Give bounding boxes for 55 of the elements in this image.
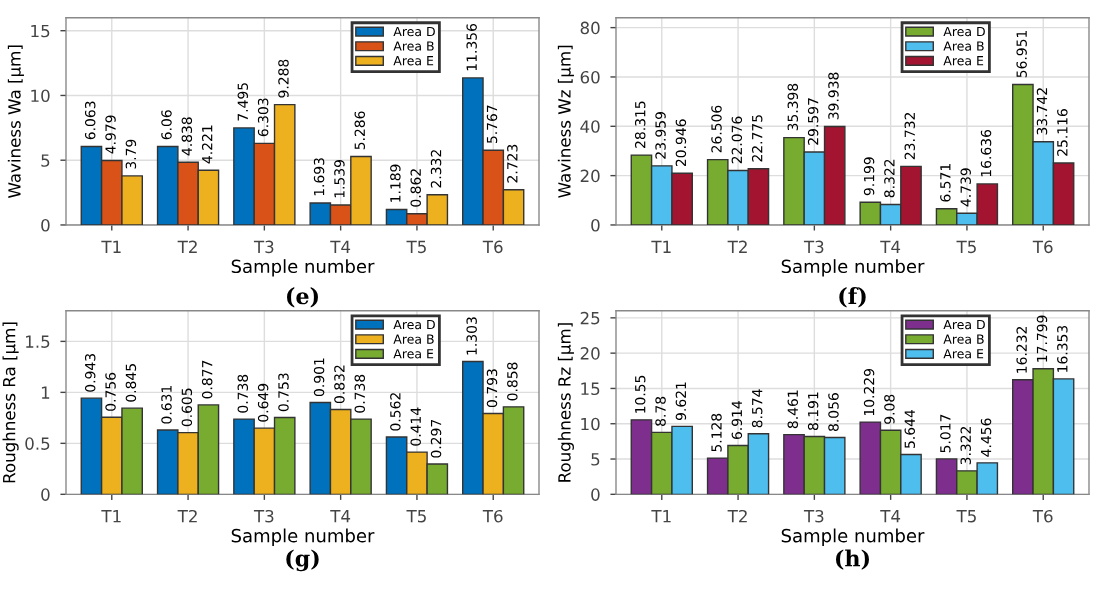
x-tick-label: T6 [482,240,503,254]
y-tick-label: 20 [580,347,600,360]
y-axis-title: Roughness Ra [μm] [2,322,19,483]
x-tick-label: T1 [651,510,671,523]
x-tick-label: T3 [253,240,274,254]
y-tick-label: 5 [41,154,50,167]
y-tick-label: 15 [581,382,600,396]
x-tick-label: T2 [177,509,197,523]
y-tick-label: 1.5 [26,335,50,348]
x-tick-label: T1 [101,510,121,523]
y-tick-label: 0 [591,218,600,232]
y-tick-label: 10 [581,417,600,431]
text: (f) [839,287,866,308]
x-axis-title: Sample number [781,259,925,277]
x-tick-label: T4 [330,510,351,523]
y-tick-label: 1 [41,386,50,399]
x-tick-label: T5 [406,240,426,254]
x-tick-label: T2 [727,509,747,523]
y-tick-label: 0 [591,488,600,501]
x-tick-label: T4 [330,240,351,253]
y-tick-label: 5 [591,453,600,466]
x-axis-title: Sample number [781,528,925,546]
x-tick-label: T5 [956,240,976,254]
y-tick-label: 40 [580,120,600,133]
y-tick-label: 0 [41,488,50,501]
text: (g) [286,549,319,572]
x-tick-label: T1 [101,240,121,253]
y-tick-label: 0 [41,218,50,232]
x-tick-label: T2 [177,240,197,253]
y-axis-title: Waviness Wz [μm] [557,45,574,198]
x-tick-label: T2 [727,240,747,253]
y-tick-label: 20 [580,169,600,183]
x-tick-label: T4 [880,240,901,253]
y-axis-title: Waviness Wa [μm] [7,45,24,198]
x-tick-label: T3 [253,509,274,523]
y-axis-title: Roughness Rz [μm] [557,323,574,482]
x-tick-label: T3 [803,240,824,254]
x-axis-title: Sample number [231,259,375,277]
y-tick-label: 0.5 [25,437,50,450]
text: (e) [287,287,318,308]
x-tick-label: T3 [803,509,824,523]
x-tick-label: T5 [406,510,426,523]
x-tick-label: T6 [482,509,503,523]
y-tick-label: 15 [31,24,50,38]
text: (h) [836,549,869,570]
y-tick-label: 25 [580,311,600,325]
x-tick-label: T4 [880,510,901,523]
x-tick-label: T6 [1032,240,1053,254]
x-tick-label: T6 [1032,509,1053,523]
y-tick-label: 60 [580,70,600,84]
y-tick-label: 10 [31,89,50,103]
x-tick-label: T5 [956,510,976,523]
y-tick-label: 80 [580,21,600,35]
x-axis-title: Sample number [231,528,375,546]
x-tick-label: T1 [651,240,671,253]
